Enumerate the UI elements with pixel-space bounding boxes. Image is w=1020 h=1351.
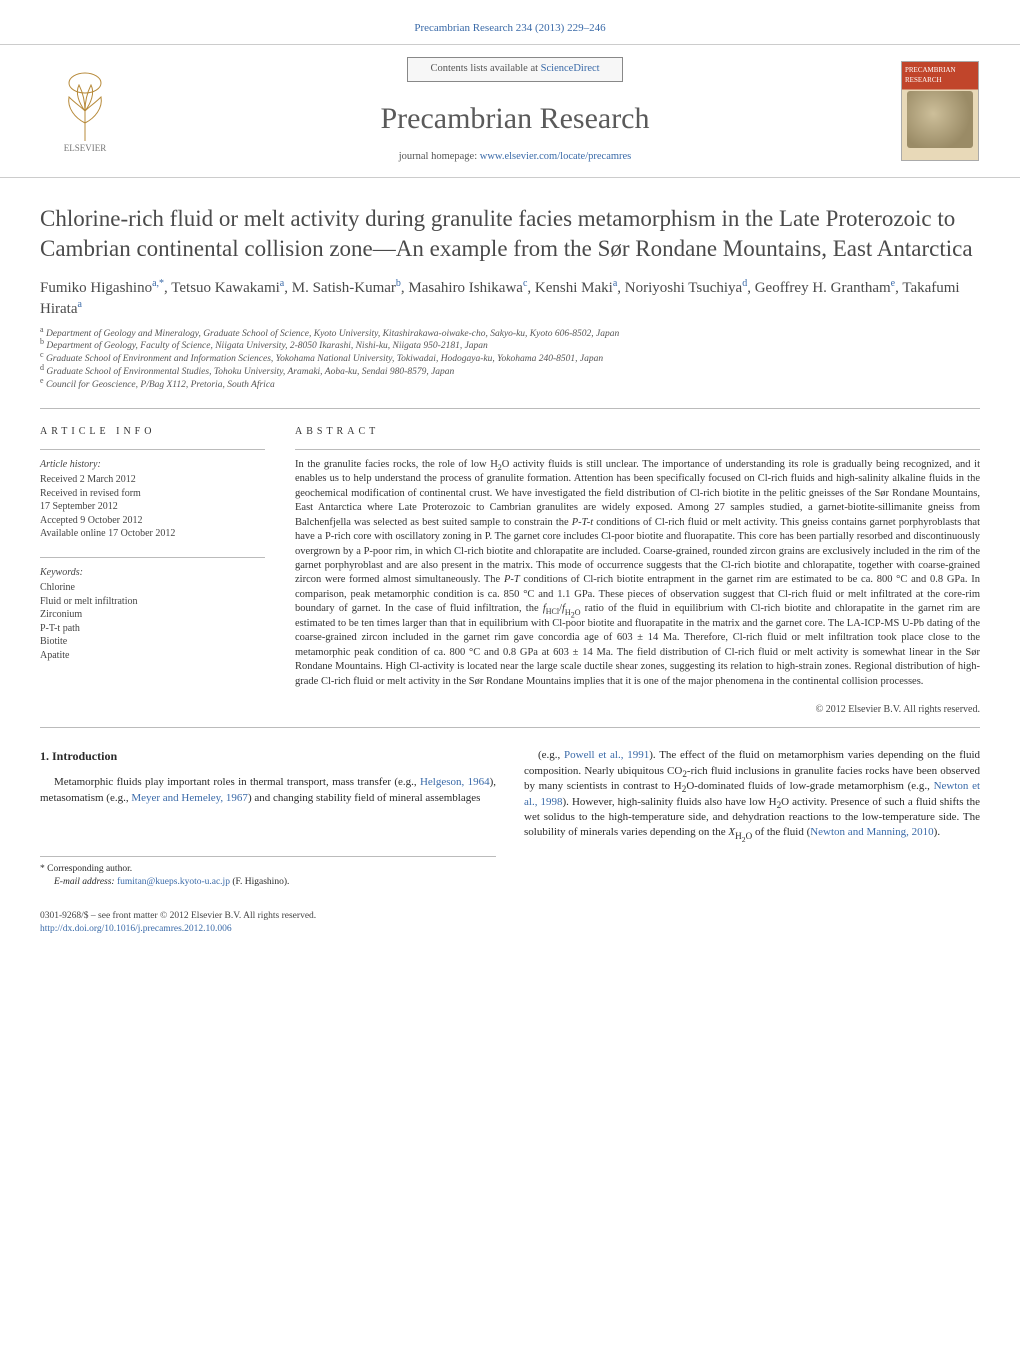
abstract-column: ABSTRACT In the granulite facies rocks, … xyxy=(295,425,980,690)
keyword: Chlorine xyxy=(40,581,265,595)
article-history-label: Article history: xyxy=(40,458,265,472)
body-paragraph: (e.g., Powell et al., 1991). The effect … xyxy=(524,748,980,840)
section-heading: 1. Introduction xyxy=(40,748,496,765)
doi-link[interactable]: http://dx.doi.org/10.1016/j.precamres.20… xyxy=(40,924,232,934)
keyword: Apatite xyxy=(40,649,265,663)
keywords-label: Keywords: xyxy=(40,566,265,580)
email-label: E-mail address: xyxy=(54,877,117,887)
page-footer: 0301-9268/$ – see front matter © 2012 El… xyxy=(0,900,1020,957)
body-column-right: (e.g., Powell et al., 1991). The effect … xyxy=(524,748,980,889)
svg-text:ELSEVIER: ELSEVIER xyxy=(64,143,107,153)
authors-line: Fumiko Higashinoa,*, Tetsuo Kawakamia, M… xyxy=(0,268,1020,324)
journal-banner: ELSEVIER Contents lists available at Sci… xyxy=(0,45,1020,177)
publisher-logo-box: ELSEVIER xyxy=(40,61,130,161)
article-info-column: ARTICLE INFO Article history: Received 2… xyxy=(40,425,265,690)
body-column-left: 1. Introduction Metamorphic fluids play … xyxy=(40,748,496,889)
divider xyxy=(40,557,265,558)
banner-center: Contents lists available at ScienceDirec… xyxy=(130,57,900,164)
affiliation: d Graduate School of Environmental Studi… xyxy=(40,366,980,379)
abstract-text: In the granulite facies rocks, the role … xyxy=(295,458,980,690)
affiliation: b Department of Geology, Faculty of Scie… xyxy=(40,340,980,353)
contents-lists-line: Contents lists available at ScienceDirec… xyxy=(407,57,622,82)
section-title: Introduction xyxy=(52,749,117,763)
homepage-prefix: journal homepage: xyxy=(399,151,480,162)
divider xyxy=(40,408,980,409)
journal-reference: Precambrian Research 234 (2013) 229–246 xyxy=(414,22,605,34)
journal-cover-thumb: PRECAMBRIAN RESEARCH xyxy=(901,61,979,161)
divider xyxy=(40,727,980,728)
keyword: Zirconium xyxy=(40,608,265,622)
affiliations-block: a Department of Geology and Mineralogy, … xyxy=(0,324,1020,402)
sciencedirect-link[interactable]: ScienceDirect xyxy=(541,63,600,74)
cover-image-icon xyxy=(907,91,974,148)
elsevier-tree-icon: ELSEVIER xyxy=(45,63,125,158)
affiliation: a Department of Geology and Mineralogy, … xyxy=(40,328,980,341)
abstract-heading: ABSTRACT xyxy=(295,425,980,439)
keywords-block: Keywords: Chlorine Fluid or melt infiltr… xyxy=(40,566,265,663)
journal-cover-box: PRECAMBRIAN RESEARCH xyxy=(900,59,980,163)
section-number: 1. xyxy=(40,749,49,763)
journal-homepage-line: journal homepage: www.elsevier.com/locat… xyxy=(130,150,900,165)
article-history-block: Article history: Received 2 March 2012 R… xyxy=(40,458,265,541)
article-title: Chlorine-rich fluid or melt activity dur… xyxy=(0,178,1020,268)
page-header: Precambrian Research 234 (2013) 229–246 xyxy=(0,0,1020,45)
contents-prefix: Contents lists available at xyxy=(430,63,540,74)
footnotes: * Corresponding author. E-mail address: … xyxy=(40,856,496,890)
email-suffix: (F. Higashino). xyxy=(232,877,289,887)
keyword: Biotite xyxy=(40,635,265,649)
homepage-link[interactable]: www.elsevier.com/locate/precamres xyxy=(480,151,632,162)
history-item: Received 2 March 2012 xyxy=(40,473,265,487)
corresponding-author: * Corresponding author. xyxy=(40,863,496,876)
affiliation: e Council for Geoscience, P/Bag X112, Pr… xyxy=(40,379,980,392)
history-item: 17 September 2012 xyxy=(40,500,265,514)
divider xyxy=(295,449,980,450)
history-item: Available online 17 October 2012 xyxy=(40,527,265,541)
journal-name: Precambrian Research xyxy=(130,98,900,140)
affiliation: c Graduate School of Environment and Inf… xyxy=(40,353,980,366)
keyword: Fluid or melt infiltration xyxy=(40,595,265,609)
cover-title: PRECAMBRIAN RESEARCH xyxy=(902,62,978,90)
history-item: Received in revised form xyxy=(40,487,265,501)
issn-line: 0301-9268/$ – see front matter © 2012 El… xyxy=(40,910,980,923)
abstract-copyright: © 2012 Elsevier B.V. All rights reserved… xyxy=(0,695,1020,721)
email-line: E-mail address: fumitan@kueps.kyoto-u.ac… xyxy=(40,876,496,889)
email-link[interactable]: fumitan@kueps.kyoto-u.ac.jp xyxy=(117,877,230,887)
history-item: Accepted 9 October 2012 xyxy=(40,514,265,528)
body-two-columns: 1. Introduction Metamorphic fluids play … xyxy=(0,734,1020,899)
body-paragraph: Metamorphic fluids play important roles … xyxy=(40,775,496,806)
divider xyxy=(40,449,265,450)
keyword: P-T-t path xyxy=(40,622,265,636)
article-info-heading: ARTICLE INFO xyxy=(40,425,265,439)
meta-abstract-row: ARTICLE INFO Article history: Received 2… xyxy=(0,415,1020,696)
